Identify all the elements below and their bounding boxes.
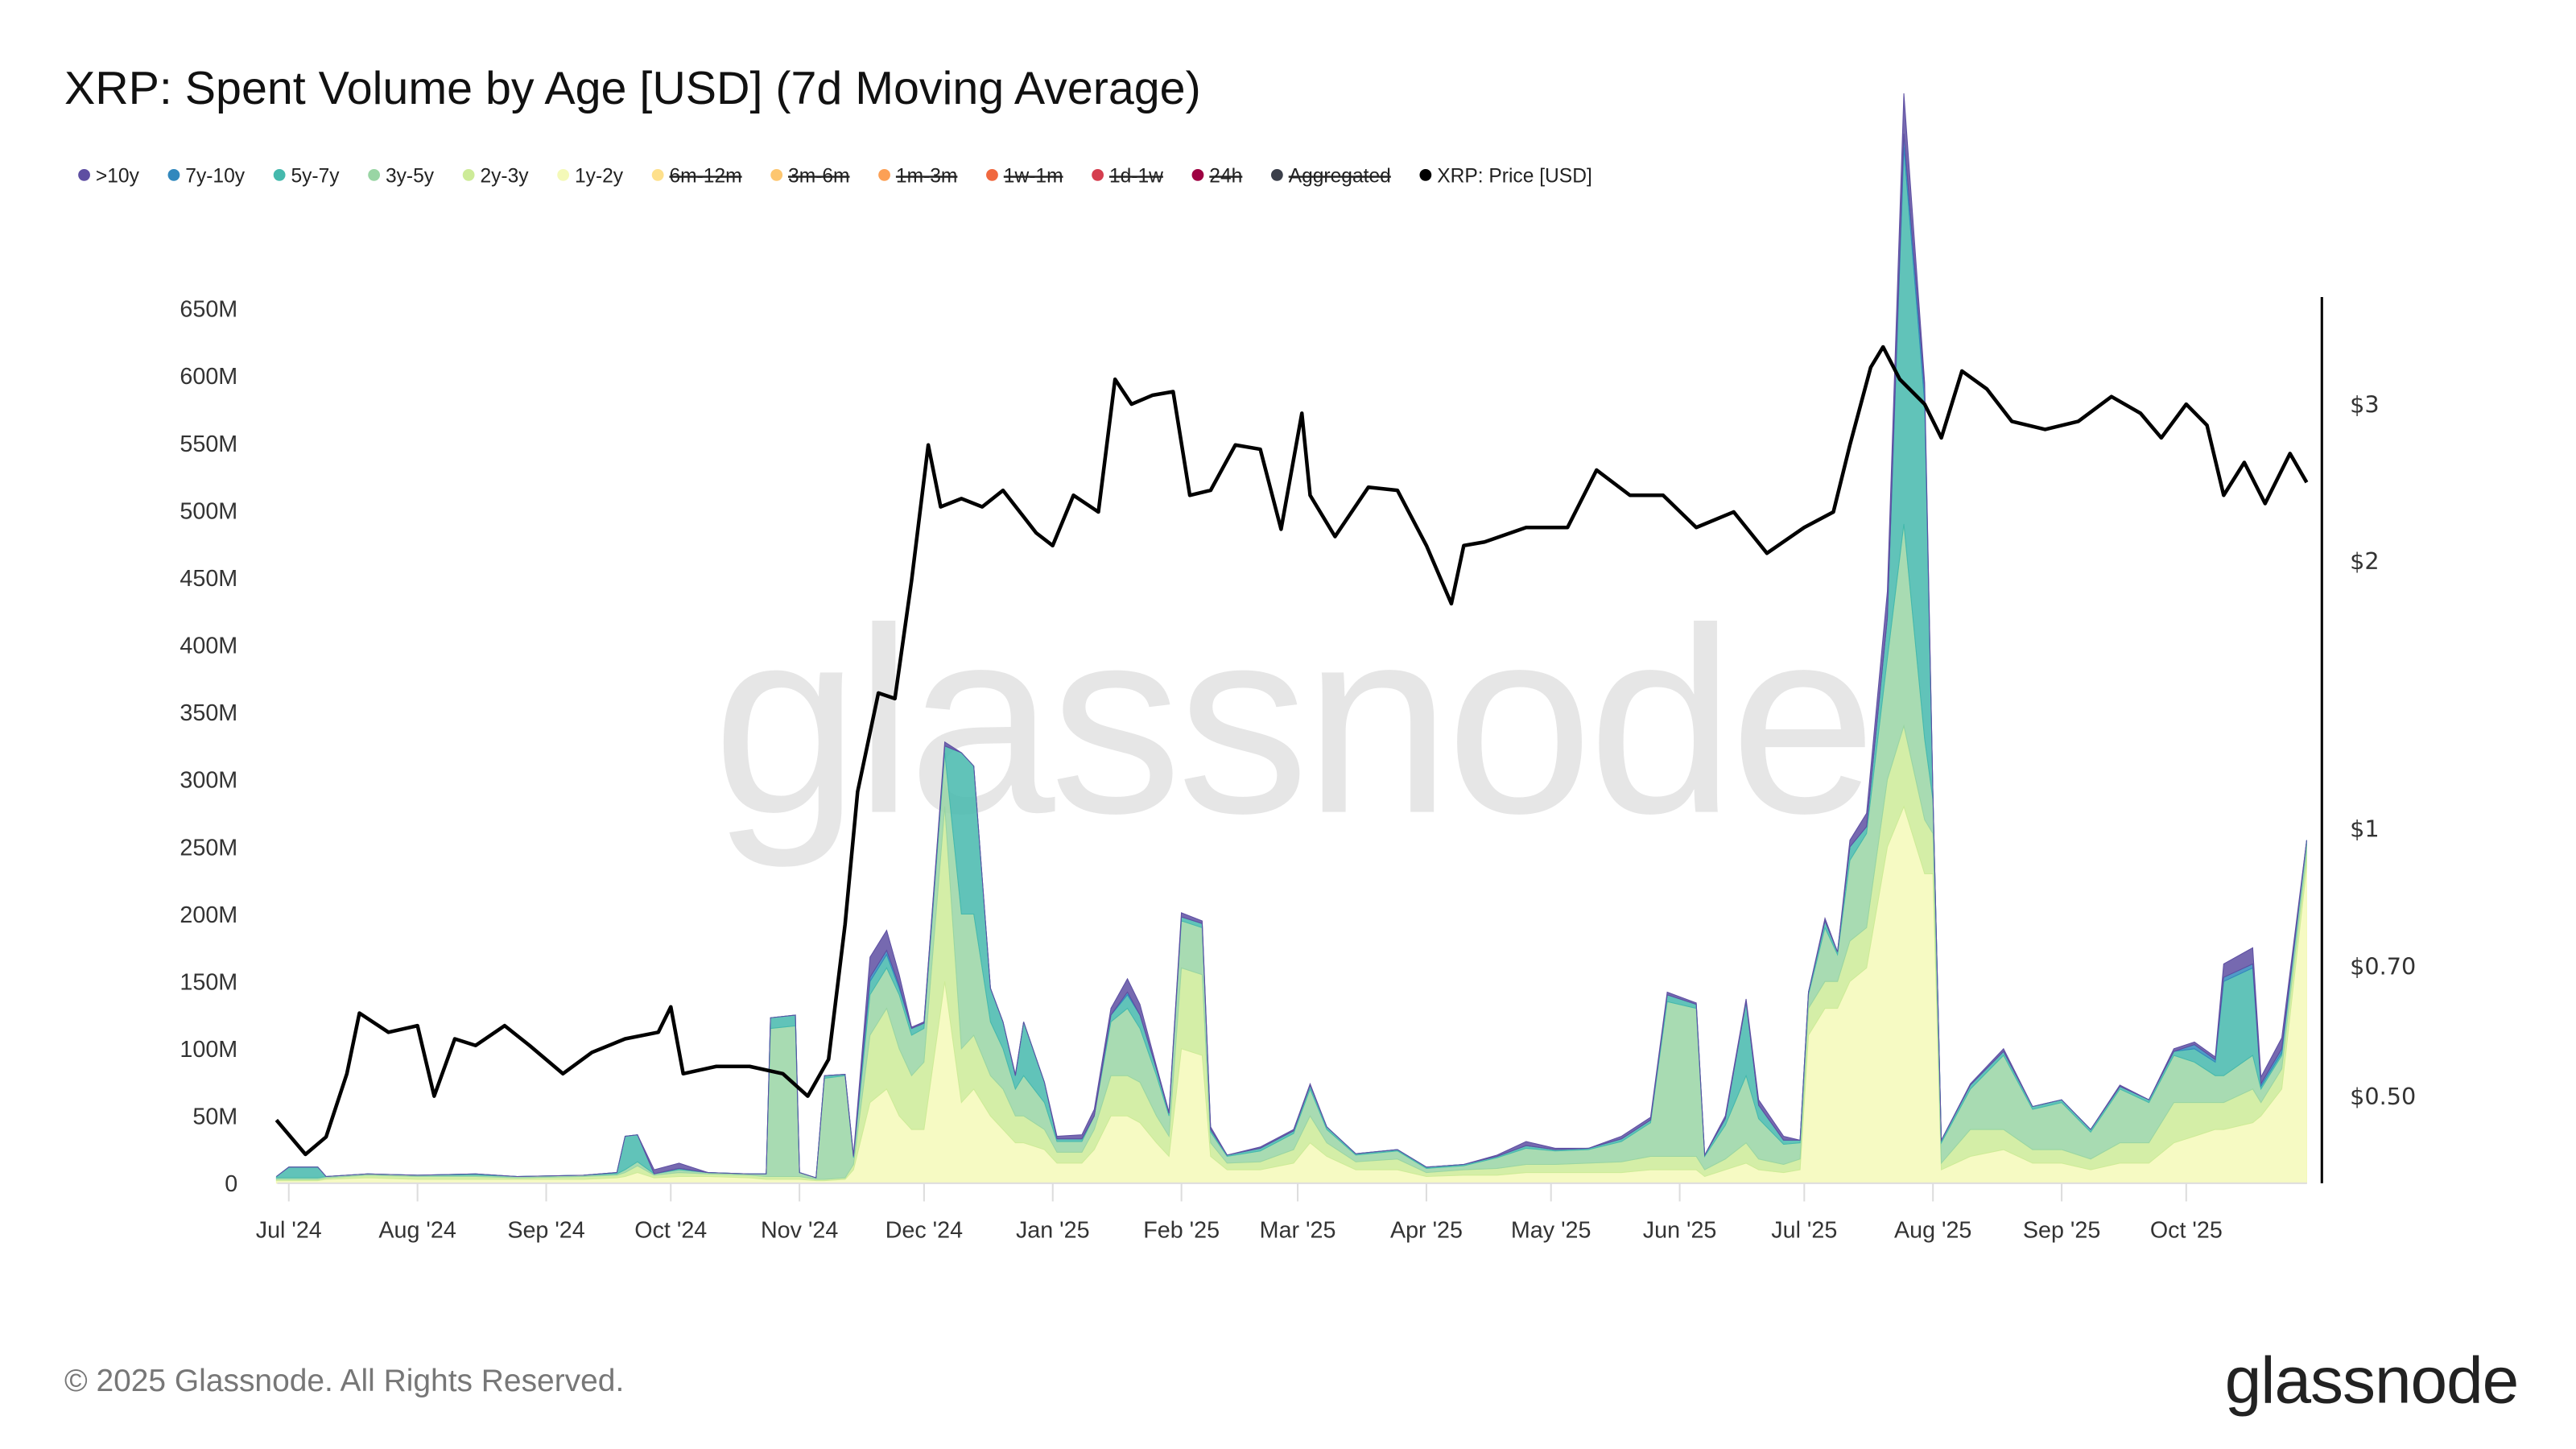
- legend-marker-icon: [1270, 168, 1283, 181]
- legend-label: 1d-1w: [1109, 166, 1163, 188]
- y-tick-label: 400M: [180, 634, 237, 659]
- legend-marker-icon: [167, 168, 180, 181]
- legend-item-2y-3y[interactable]: 2y-3y: [462, 166, 530, 188]
- legend-marker-icon: [78, 168, 90, 181]
- legend-item-1m-3m[interactable]: 1m-3m: [878, 166, 957, 188]
- legend-label: 5y-7y: [291, 166, 340, 188]
- watermark: glassnode: [712, 573, 1872, 870]
- legend-marker-icon: [1419, 168, 1432, 181]
- x-tick-label: Apr '25: [1390, 1218, 1463, 1244]
- x-tick-label: Feb '25: [1143, 1218, 1220, 1244]
- legend-label: 2y-3y: [480, 166, 529, 188]
- y-tick-label: 550M: [180, 431, 237, 457]
- legend-item-1w-1m[interactable]: 1w-1m: [986, 166, 1063, 188]
- y-axis-right: $3 $2 $1 $0.70 $0.50: [2350, 390, 2416, 1109]
- legend-marker-icon: [986, 168, 998, 181]
- legend-marker-icon: [557, 168, 570, 181]
- legend: >10y 7y-10y 5y-7y 3y-5y 2y-3y 1y-2y 6m-12m 3m-6…: [78, 166, 1592, 188]
- y-tick-label: 650M: [180, 297, 237, 323]
- legend-label: 1w-1m: [1004, 166, 1063, 188]
- legend-label: Aggregated: [1289, 166, 1391, 188]
- price-tick-label: $0.70: [2350, 952, 2416, 980]
- x-tick-label: Oct '25: [2150, 1218, 2223, 1244]
- x-tick-label: Sep '24: [507, 1218, 584, 1244]
- y-tick-label: 350M: [180, 700, 237, 726]
- legend-label: 7y-10y: [185, 166, 245, 188]
- legend-item-3m-6m[interactable]: 3m-6m: [770, 166, 850, 188]
- legend-marker-icon: [1191, 168, 1204, 181]
- x-tick-label: Aug '25: [1894, 1218, 1971, 1244]
- x-tick-label: Mar '25: [1260, 1218, 1336, 1244]
- legend-label: 3m-6m: [788, 166, 849, 188]
- x-tick-label: Jul '24: [256, 1218, 322, 1244]
- x-tick-label: May '25: [1511, 1218, 1591, 1244]
- price-tick-label: $1: [2350, 815, 2380, 842]
- x-tick-label: Oct '24: [634, 1218, 707, 1244]
- legend-item-xrp-price-usd[interactable]: XRP: Price [USD]: [1419, 166, 1592, 188]
- y-tick-label: 600M: [180, 364, 237, 390]
- x-tick-label: Jul '25: [1771, 1218, 1837, 1244]
- price-line: [275, 345, 2309, 1157]
- x-tick-label: Dec '24: [886, 1218, 963, 1244]
- legend-item-3y-5y[interactable]: 3y-5y: [368, 166, 435, 188]
- x-tick-label: Jun '25: [1643, 1218, 1717, 1244]
- y-tick-label: 300M: [180, 768, 237, 794]
- legend-marker-icon: [273, 168, 286, 181]
- legend-label: 3y-5y: [386, 166, 435, 188]
- legend-marker-icon: [878, 168, 890, 181]
- x-tick-label: Aug '24: [378, 1218, 456, 1244]
- legend-label: 6m-12m: [669, 166, 741, 188]
- legend-marker-icon: [770, 168, 783, 181]
- legend-marker-icon: [462, 168, 475, 181]
- legend-item-1d-1w[interactable]: 1d-1w: [1092, 166, 1163, 188]
- y-tick-label: 150M: [180, 969, 237, 995]
- y-tick-label: 0: [225, 1171, 237, 1197]
- chart-title: XRP: Spent Volume by Age [USD] (7d Movin…: [64, 63, 1201, 114]
- copyright-text: © 2025 Glassnode. All Rights Reserved.: [64, 1364, 624, 1398]
- legend-label: 24h: [1209, 166, 1242, 188]
- legend-item-1y-2y[interactable]: 1y-2y: [557, 166, 624, 188]
- y-tick-label: 50M: [192, 1104, 237, 1130]
- y-tick-label: 500M: [180, 498, 237, 524]
- price-tick-label: $0.50: [2350, 1083, 2416, 1110]
- x-tick-label: Jan '25: [1016, 1218, 1090, 1244]
- glassnode-logo: glassnode: [2225, 1344, 2519, 1418]
- y-tick-label: 100M: [180, 1037, 237, 1063]
- legend-item-24h[interactable]: 24h: [1191, 166, 1243, 188]
- y-tick-label: 450M: [180, 566, 237, 592]
- y-tick-label: 200M: [180, 902, 237, 928]
- area-gt-10y: [276, 93, 2307, 1179]
- price-tick-label: $2: [2350, 547, 2380, 575]
- price-tick-label: $3: [2350, 390, 2380, 418]
- legend-label: 1m-3m: [896, 166, 957, 188]
- legend-marker-icon: [1092, 168, 1104, 181]
- legend-item-6m-12m[interactable]: 6m-12m: [651, 166, 742, 188]
- legend-label: XRP: Price [USD]: [1437, 166, 1592, 188]
- legend-label: >10y: [96, 166, 140, 188]
- legend-label: 1y-2y: [575, 166, 624, 188]
- legend-marker-icon: [368, 168, 381, 181]
- x-tick-label: Nov '24: [761, 1218, 838, 1244]
- legend-item-10y[interactable]: >10y: [78, 166, 140, 188]
- legend-marker-icon: [651, 168, 664, 181]
- x-axis: Jul '24 Aug '24 Sep '24 Oct '24 Nov '24 Dec '…: [256, 1183, 2223, 1244]
- y-tick-label: 250M: [180, 835, 237, 861]
- y-axis-left: 0 50M 100M 150M 200M 250M 300M 350M 400M 450M 500M…: [180, 297, 237, 1197]
- legend-item-aggregated[interactable]: Aggregated: [1270, 166, 1391, 188]
- legend-item-7y-10y[interactable]: 7y-10y: [167, 166, 246, 188]
- legend-item-5y-7y[interactable]: 5y-7y: [273, 166, 341, 188]
- x-tick-label: Sep '25: [2023, 1218, 2100, 1244]
